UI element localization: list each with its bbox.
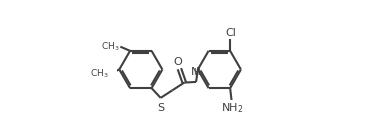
- Text: Cl: Cl: [225, 28, 236, 38]
- Text: N: N: [191, 67, 199, 77]
- Text: S: S: [157, 103, 164, 113]
- Text: O: O: [173, 57, 182, 67]
- Text: CH$_3$: CH$_3$: [90, 67, 109, 80]
- Text: NH$_2$: NH$_2$: [221, 101, 244, 115]
- Text: H: H: [193, 68, 200, 77]
- Text: CH$_3$: CH$_3$: [101, 40, 120, 53]
